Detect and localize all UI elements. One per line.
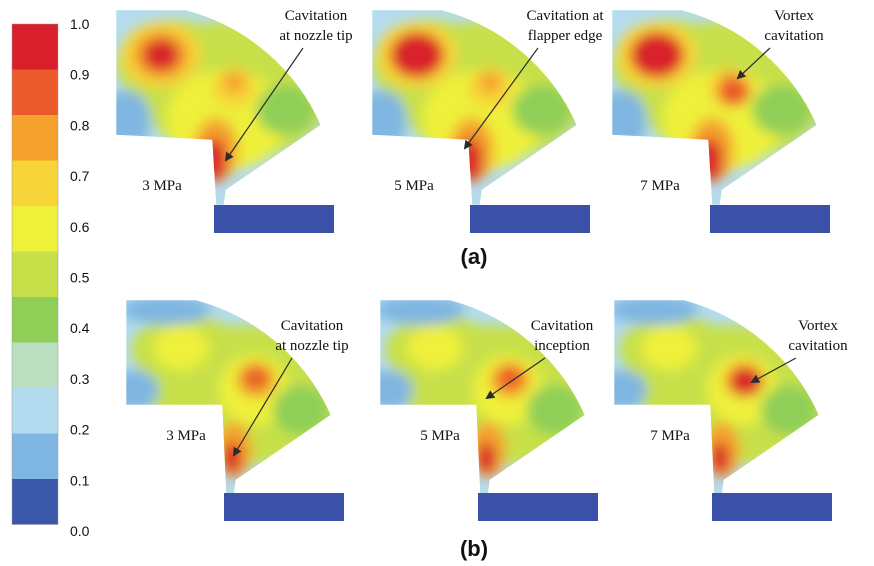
annotation-text: Cavitation — [285, 8, 348, 24]
annotation-text: Vortex — [774, 8, 814, 24]
annotation-text: cavitation — [764, 28, 824, 44]
domain-outline — [379, 299, 586, 496]
domain-outline — [371, 9, 578, 206]
contour-panel-b-3 — [613, 299, 832, 521]
colorbar-segment — [12, 388, 58, 434]
annotation-text: Cavitation — [281, 318, 344, 334]
annotation-text: Cavitation — [531, 318, 594, 334]
flapper-block — [712, 493, 832, 521]
colorbar-segment — [12, 24, 58, 70]
colorbar-segment — [12, 160, 58, 206]
colorbar-tick-label: 0.8 — [70, 117, 90, 133]
contour-field — [372, 10, 577, 205]
pressure-label: 7 MPa — [640, 178, 680, 194]
colorbar-tick-label: 0.3 — [70, 371, 90, 387]
flapper-block — [710, 205, 830, 233]
pressure-label: 5 MPa — [394, 178, 434, 194]
colorbar-tick-label: 0.7 — [70, 168, 90, 184]
annotation-arrow — [736, 47, 771, 80]
colorbar-tick-label: 0.0 — [70, 523, 90, 539]
annotation-arrow — [224, 47, 304, 162]
colorbar-tick-label: 0.6 — [70, 219, 90, 235]
contour-panel-a-1 — [115, 9, 334, 233]
row-a-label: (a) — [461, 244, 488, 269]
colorbar-tick-label: 0.9 — [70, 67, 90, 83]
annotation-text: Cavitation at — [526, 8, 604, 24]
annotation-arrow — [232, 357, 293, 457]
flapper-block — [214, 205, 334, 233]
panels: 3 MPa 5 MPa 7 MPa Cavitation at nozzle tip Ca… — [115, 8, 848, 521]
contour-panel-b-2 — [379, 299, 598, 521]
colorbar-tick-label: 1.0 — [70, 16, 90, 32]
row-b-label: (b) — [460, 536, 488, 561]
annotation-text: inception — [534, 338, 590, 354]
colorbar-segment — [12, 206, 58, 252]
contour-panel-a-2 — [371, 9, 590, 233]
colorbar-tick-label: 0.2 — [70, 422, 90, 438]
flapper-block — [478, 493, 598, 521]
colorbar-tick-label: 0.5 — [70, 270, 90, 286]
colorbar: 1.0 0.9 0.8 0.7 0.6 0.5 0.4 0.3 0.2 0.1 0.0 — [11, 16, 90, 539]
annotation-text: cavitation — [788, 338, 848, 354]
annotation-text: at nozzle tip — [275, 338, 348, 354]
annotation-arrow — [463, 47, 539, 150]
colorbar-segment — [12, 342, 58, 388]
colorbar-frame — [11, 23, 59, 525]
colorbar-segment — [12, 251, 58, 297]
annotation-text: flapper edge — [528, 28, 603, 44]
annotation-text: at nozzle tip — [279, 28, 352, 44]
annotation-text: Vortex — [798, 318, 838, 334]
colorbar-segment — [12, 297, 58, 343]
pressure-label: 3 MPa — [142, 178, 182, 194]
annotation-arrow — [750, 357, 797, 383]
colorbar-segment — [12, 115, 58, 161]
flapper-block — [224, 493, 344, 521]
pressure-label: 5 MPa — [420, 428, 460, 444]
pressure-label: 7 MPa — [650, 428, 690, 444]
pressure-label: 3 MPa — [166, 428, 206, 444]
colorbar-tick-label: 0.4 — [70, 320, 90, 336]
flapper-block — [470, 205, 590, 233]
domain-outline — [613, 299, 820, 496]
colorbar-segment — [12, 479, 58, 525]
contour-field — [614, 300, 819, 495]
colorbar-segment — [12, 69, 58, 115]
annotation-arrow — [485, 357, 546, 400]
colorbar-segment — [12, 433, 58, 479]
colorbar-tick-label: 0.1 — [70, 472, 90, 488]
domain-outline — [611, 9, 818, 206]
domain-outline — [125, 299, 332, 496]
contour-field — [116, 10, 321, 205]
